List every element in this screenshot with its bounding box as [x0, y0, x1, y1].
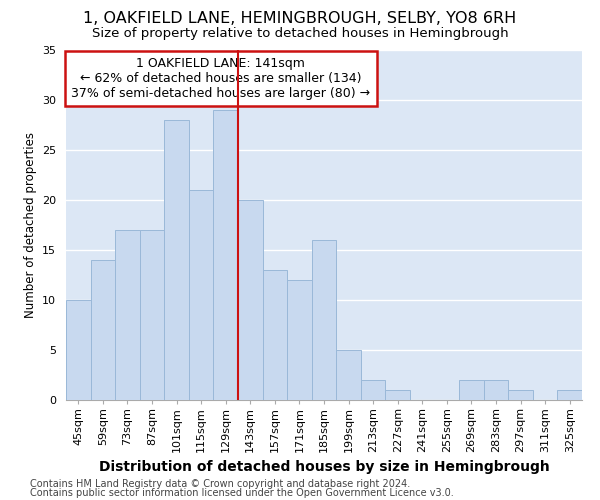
- Text: Contains public sector information licensed under the Open Government Licence v3: Contains public sector information licen…: [30, 488, 454, 498]
- Bar: [214, 110, 238, 400]
- Bar: [287, 280, 312, 400]
- Bar: [140, 230, 164, 400]
- Text: Size of property relative to detached houses in Hemingbrough: Size of property relative to detached ho…: [92, 27, 508, 40]
- Text: 1, OAKFIELD LANE, HEMINGBROUGH, SELBY, YO8 6RH: 1, OAKFIELD LANE, HEMINGBROUGH, SELBY, Y…: [83, 11, 517, 26]
- Bar: [66, 300, 91, 400]
- Bar: [459, 380, 484, 400]
- Bar: [484, 380, 508, 400]
- Bar: [361, 380, 385, 400]
- Bar: [263, 270, 287, 400]
- Bar: [336, 350, 361, 400]
- Bar: [385, 390, 410, 400]
- Bar: [238, 200, 263, 400]
- Bar: [189, 190, 214, 400]
- Bar: [508, 390, 533, 400]
- Text: 1 OAKFIELD LANE: 141sqm
← 62% of detached houses are smaller (134)
37% of semi-d: 1 OAKFIELD LANE: 141sqm ← 62% of detache…: [71, 57, 370, 100]
- Bar: [557, 390, 582, 400]
- Bar: [164, 120, 189, 400]
- Bar: [91, 260, 115, 400]
- Bar: [115, 230, 140, 400]
- Text: Contains HM Land Registry data © Crown copyright and database right 2024.: Contains HM Land Registry data © Crown c…: [30, 479, 410, 489]
- Y-axis label: Number of detached properties: Number of detached properties: [23, 132, 37, 318]
- X-axis label: Distribution of detached houses by size in Hemingbrough: Distribution of detached houses by size …: [98, 460, 550, 474]
- Bar: [312, 240, 336, 400]
